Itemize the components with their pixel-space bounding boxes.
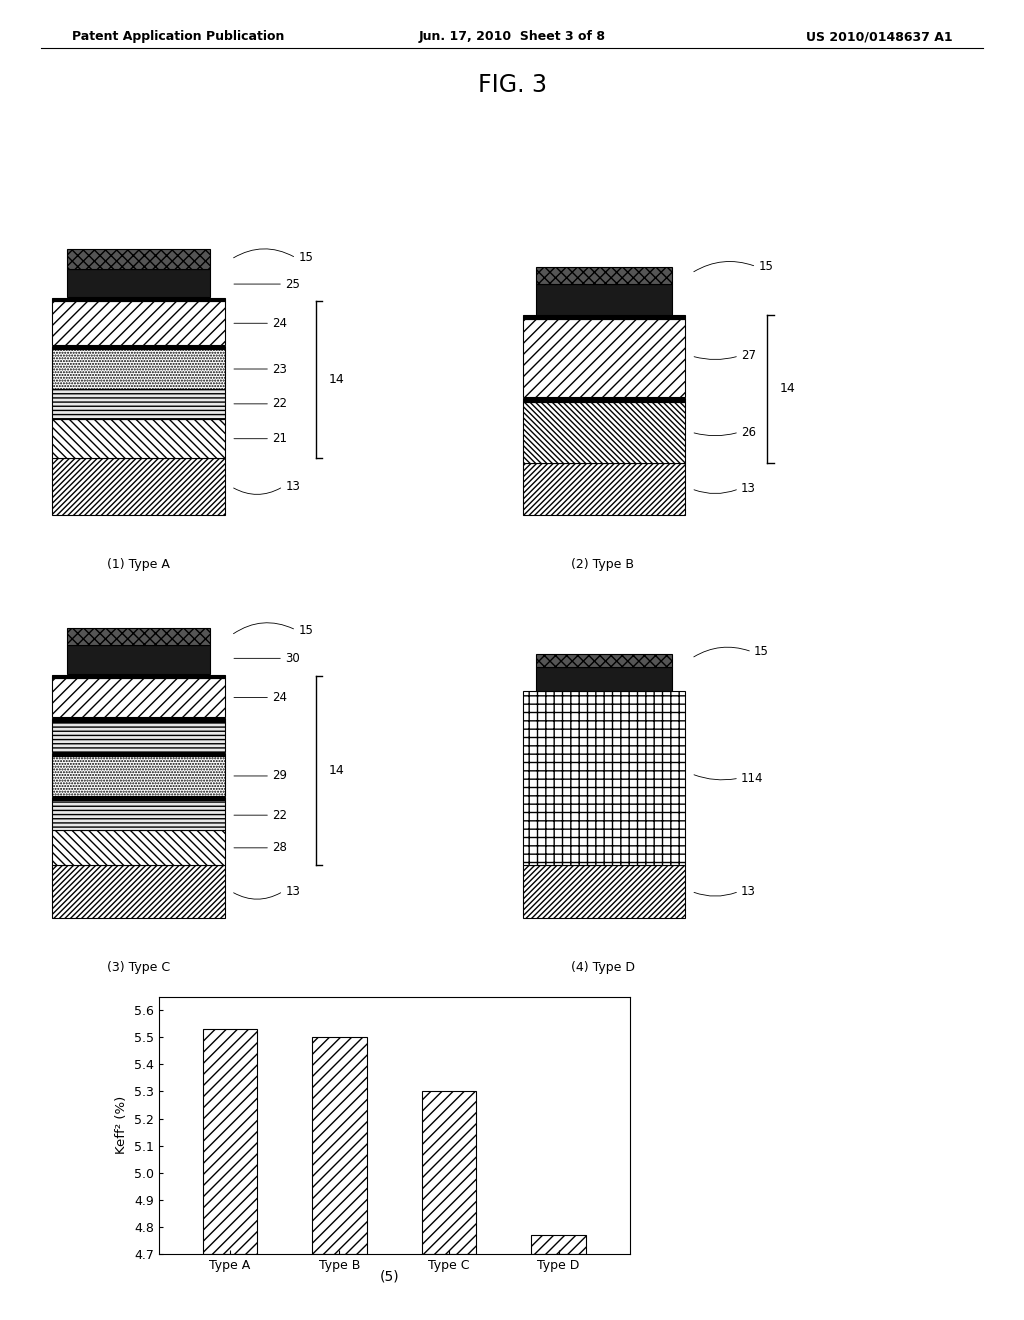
Bar — [67, 249, 210, 269]
Text: 15: 15 — [759, 260, 773, 273]
Text: (4) Type D: (4) Type D — [570, 961, 635, 974]
Text: Patent Application Publication: Patent Application Publication — [72, 30, 284, 44]
Text: 24: 24 — [272, 317, 288, 330]
Bar — [422, 1092, 476, 1254]
Bar — [52, 756, 224, 796]
Bar — [52, 754, 224, 756]
Text: 15: 15 — [298, 623, 313, 636]
Text: (5): (5) — [379, 1269, 399, 1283]
Bar — [523, 401, 685, 462]
Text: (1) Type A: (1) Type A — [106, 558, 170, 572]
Bar — [523, 463, 685, 515]
Text: 30: 30 — [286, 652, 300, 665]
Text: 25: 25 — [286, 277, 300, 290]
Bar — [52, 350, 224, 388]
Bar — [52, 866, 224, 917]
Text: (2) Type B: (2) Type B — [571, 558, 634, 572]
Text: 26: 26 — [741, 425, 756, 438]
Text: FIG. 3: FIG. 3 — [477, 73, 547, 96]
Text: 15: 15 — [754, 645, 769, 659]
Bar — [536, 284, 672, 314]
Bar — [52, 388, 224, 420]
Text: 14: 14 — [329, 764, 344, 777]
Text: US 2010/0148637 A1: US 2010/0148637 A1 — [806, 30, 952, 44]
Bar — [531, 1236, 586, 1254]
Text: 22: 22 — [272, 397, 288, 411]
Bar — [523, 866, 685, 917]
Bar — [536, 267, 672, 284]
Bar — [52, 458, 224, 515]
Bar — [312, 1038, 367, 1254]
Bar — [52, 346, 224, 350]
Y-axis label: Keff² (%): Keff² (%) — [116, 1096, 128, 1155]
Text: 21: 21 — [272, 432, 288, 445]
Bar — [523, 692, 685, 866]
Text: Jun. 17, 2010  Sheet 3 of 8: Jun. 17, 2010 Sheet 3 of 8 — [419, 30, 605, 44]
Text: 13: 13 — [741, 482, 756, 495]
Bar — [67, 269, 210, 297]
Text: 13: 13 — [741, 884, 756, 898]
Text: (3) Type C: (3) Type C — [106, 961, 170, 974]
Bar — [67, 645, 210, 673]
Bar — [52, 675, 224, 678]
Text: 24: 24 — [272, 692, 288, 704]
Bar — [52, 678, 224, 717]
Bar — [523, 315, 685, 319]
Text: 114: 114 — [741, 772, 764, 784]
Bar — [523, 319, 685, 397]
Text: 22: 22 — [272, 809, 288, 821]
Bar — [203, 1030, 257, 1254]
Bar — [523, 399, 685, 401]
Text: 29: 29 — [272, 770, 288, 783]
Bar — [52, 420, 224, 458]
Bar — [52, 718, 224, 722]
Bar — [52, 298, 224, 301]
Bar — [52, 800, 224, 830]
Text: 27: 27 — [741, 350, 756, 363]
Bar — [67, 628, 210, 645]
Text: 23: 23 — [272, 363, 287, 375]
Text: 13: 13 — [286, 480, 300, 494]
Bar — [536, 653, 672, 667]
Text: 28: 28 — [272, 841, 287, 854]
Bar — [52, 301, 224, 345]
Text: 14: 14 — [780, 381, 796, 395]
Bar — [52, 722, 224, 752]
Text: 13: 13 — [286, 884, 300, 898]
Bar — [536, 667, 672, 692]
Text: 14: 14 — [329, 374, 344, 387]
Bar — [52, 797, 224, 800]
Bar — [52, 830, 224, 866]
Text: 15: 15 — [298, 251, 313, 264]
